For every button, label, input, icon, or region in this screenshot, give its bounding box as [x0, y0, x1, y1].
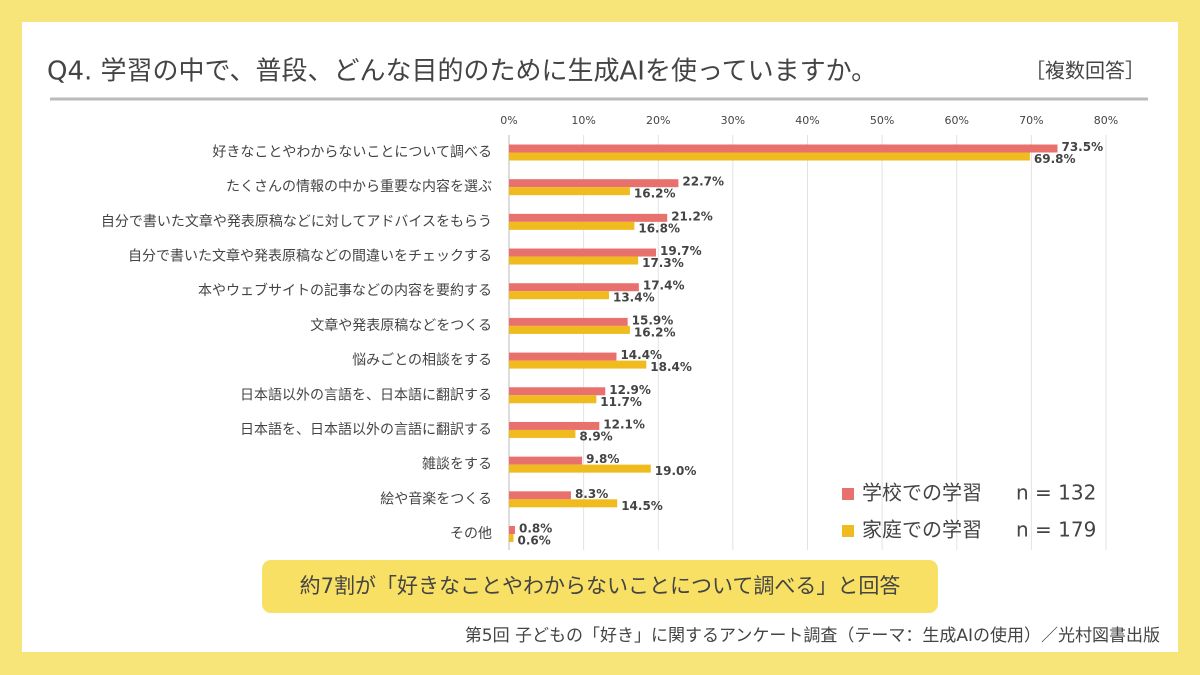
bar	[509, 283, 639, 292]
source: 第5回 子どもの「好き」に関するアンケート調査（テーマ：生成AIの使用）／光村図…	[465, 625, 1160, 646]
value-label: 14.4%	[620, 348, 662, 362]
y-tick-label: 文章や発表原稿などをつくる	[310, 317, 492, 334]
bar	[509, 325, 630, 334]
chart-subtitle: ［複数回答］	[1025, 59, 1145, 83]
x-tick-label: 10%	[571, 114, 595, 127]
x-tick-label: 80%	[1094, 114, 1118, 127]
y-tick-label: たくさんの情報の中から重要な内容を選ぶ	[226, 178, 492, 195]
bar	[509, 317, 628, 326]
value-label: 73.5%	[1061, 140, 1103, 154]
bar	[509, 499, 618, 508]
value-label: 12.9%	[609, 383, 651, 397]
value-label: 14.5%	[621, 499, 663, 513]
bar	[509, 534, 514, 542]
bar	[509, 144, 1058, 153]
value-label: 17.4%	[643, 279, 685, 293]
y-tick-label: 悩みごとの相談をする	[352, 353, 492, 369]
y-tick-label: 好きなことやわからないことについて調べる	[212, 145, 492, 161]
bar	[509, 179, 679, 188]
y-tick-label: 本やウェブサイトの記事などの内容を要約する	[198, 282, 492, 299]
legend-label: 家庭での学習	[862, 518, 982, 542]
x-tick-label: 20%	[646, 114, 670, 127]
chart-title: Q4. 学習の中で、普段、どんな目的のために生成AIを使っていますか。	[47, 57, 877, 87]
value-label: 15.9%	[632, 313, 674, 327]
bar	[509, 421, 600, 430]
value-label: 21.2%	[671, 209, 713, 223]
bar	[509, 291, 609, 300]
bar	[509, 248, 657, 257]
bar	[509, 491, 571, 500]
bar	[509, 152, 1030, 161]
x-tick-label: 30%	[721, 114, 745, 127]
y-tick-label: その他	[450, 526, 492, 542]
value-label: 16.8%	[638, 221, 680, 235]
x-tick-label: 60%	[945, 114, 969, 127]
legend-sample-size: n = 179	[1016, 518, 1096, 542]
value-label: 8.3%	[575, 487, 608, 501]
value-label: 9.8%	[586, 452, 619, 466]
bar	[509, 352, 617, 361]
panel	[22, 22, 1178, 652]
bar	[509, 256, 639, 265]
bar	[509, 526, 515, 534]
value-label: 8.9%	[579, 429, 612, 443]
value-label: 11.7%	[600, 395, 642, 409]
bar	[509, 395, 597, 404]
value-label: 13.4%	[613, 291, 655, 305]
value-label: 0.8%	[519, 522, 552, 536]
legend-swatch	[842, 525, 854, 537]
annotation-box	[262, 560, 938, 613]
y-tick-label: 自分で書いた文章や発表原稿などに対してアドバイスをもらう	[101, 213, 492, 230]
x-tick-label: 40%	[795, 114, 819, 127]
bar	[509, 360, 647, 369]
value-label: 12.1%	[603, 417, 645, 431]
legend-sample-size: n = 132	[1016, 481, 1096, 505]
x-tick-label: 50%	[870, 114, 894, 127]
x-tick-label: 0%	[500, 114, 517, 127]
value-label: 19.0%	[655, 464, 697, 478]
value-label: 16.2%	[634, 187, 676, 201]
y-tick-label: 雑談をする	[422, 457, 492, 473]
bar	[509, 456, 583, 465]
y-tick-label: 自分で書いた文章や発表原稿などの間違いをチェックする	[128, 248, 492, 265]
x-tick-label: 70%	[1019, 114, 1043, 127]
y-tick-label: 日本語を、日本語以外の言語に翻訳する	[240, 422, 492, 438]
value-label: 22.7%	[682, 175, 724, 189]
annotation: 約7割が「好きなことやわからないことについて調べる」と回答	[300, 574, 901, 598]
y-tick-label: 日本語以外の言語を、日本語に翻訳する	[240, 387, 492, 403]
y-tick-label: 絵や音楽をつくる	[380, 490, 492, 507]
legend-swatch	[842, 488, 854, 500]
value-label: 17.3%	[642, 256, 684, 270]
value-label: 69.8%	[1034, 152, 1076, 166]
bar	[509, 221, 635, 230]
bar	[509, 387, 606, 396]
value-label: 0.6%	[517, 534, 550, 548]
legend-label: 学校での学習	[862, 481, 982, 505]
bar	[509, 429, 576, 438]
bar	[509, 187, 630, 196]
value-label: 18.4%	[650, 360, 692, 374]
value-label: 19.7%	[660, 244, 702, 258]
bar	[509, 464, 651, 473]
value-label: 16.2%	[634, 325, 676, 339]
bar	[509, 213, 668, 222]
